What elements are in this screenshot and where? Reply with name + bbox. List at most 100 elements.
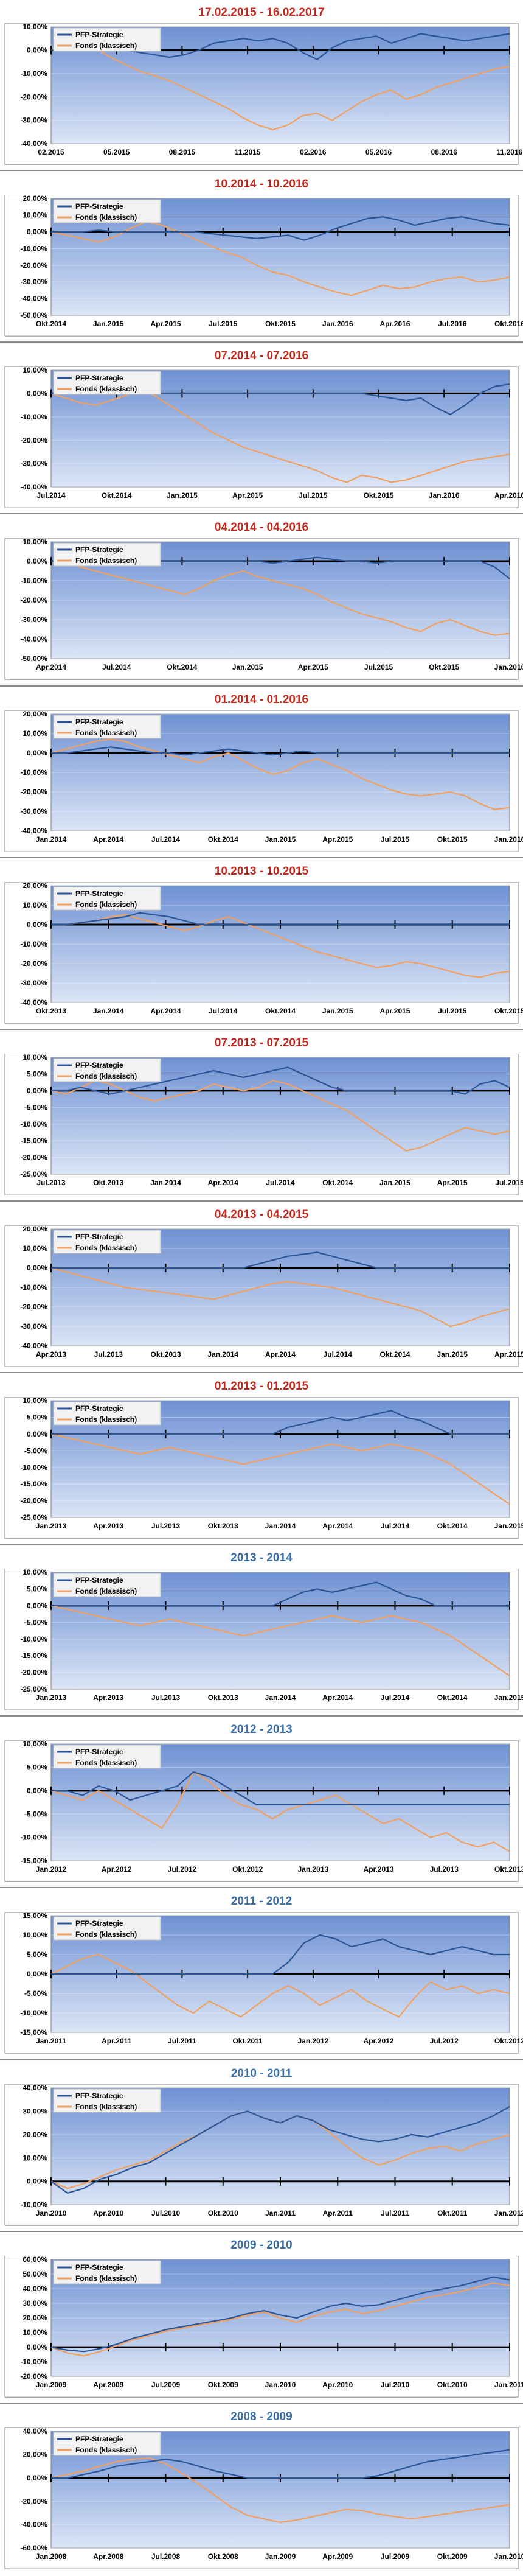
y-tick-label: -20,00% xyxy=(20,596,47,604)
y-tick-label: -10,00% xyxy=(20,1833,47,1842)
y-tick-label: -30,00% xyxy=(20,615,47,624)
x-tick-label: Jul.2015 xyxy=(495,1178,523,1187)
panel-separator xyxy=(0,1887,523,1889)
line-chart: 10,00% 5,00% 0,00% -5,00% -10,00% -15,00% -20,… xyxy=(4,1053,523,1195)
legend-label-fund: Fonds (klassisch) xyxy=(75,385,137,393)
y-tick-label: 0,00% xyxy=(27,2177,47,2185)
legend-box xyxy=(53,1745,161,1769)
x-tick-label: Okt.2009 xyxy=(437,2552,468,2561)
panel-separator xyxy=(0,1028,523,1030)
series-line-fund xyxy=(50,1267,510,1328)
y-tick-label: -20,00% xyxy=(20,959,47,968)
x-tick-label: Apr.2014 xyxy=(265,1350,296,1359)
y-tick-label: 0,00% xyxy=(27,1970,47,1979)
y-tick-label: 10,00% xyxy=(23,538,47,546)
chart-panel: 2008 - 2009 40,00% 20,00% 0,00% -20,00% -40,0… xyxy=(0,2404,523,2576)
panel-separator xyxy=(0,2402,523,2404)
legend-label-fund: Fonds (klassisch) xyxy=(75,41,137,50)
x-tick-label: 05.2015 xyxy=(103,148,130,156)
x-tick-label: Jul.2009 xyxy=(151,2381,181,2389)
series-line-strategy xyxy=(50,2276,510,2353)
y-tick-label: -25,00% xyxy=(20,1685,47,1693)
line-chart: 20,00% 10,00% 0,00% -10,00% -20,00% -30,00% -4… xyxy=(4,195,523,337)
x-tick-label: Jul.2015 xyxy=(381,835,410,844)
y-tick-label: -5,00% xyxy=(24,1103,47,1111)
panel-separator xyxy=(0,1200,523,1202)
x-tick-label: Jan.2014 xyxy=(265,1522,296,1530)
y-tick-label: 0,00% xyxy=(27,390,47,398)
x-tick-label: Jul.2014 xyxy=(209,1007,238,1015)
x-tick-label: Apr.2009 xyxy=(93,2381,123,2389)
x-tick-label: Jul.2013 xyxy=(36,1178,66,1187)
legend-label-fund: Fonds (klassisch) xyxy=(75,729,137,737)
x-tick-label: Jan.2015 xyxy=(167,491,198,500)
line-chart: 20,00% 10,00% 0,00% -10,00% -20,00% -30,00% -4… xyxy=(4,710,523,852)
x-tick-label: Jul.2013 xyxy=(151,1693,181,1702)
legend-label-strategy: PFP-Strategie xyxy=(75,545,123,554)
y-tick-label: 20,00% xyxy=(23,2450,47,2459)
legend-box xyxy=(53,199,161,223)
legend-label-fund: Fonds (klassisch) xyxy=(75,2446,137,2454)
y-tick-label: -25,00% xyxy=(20,1170,47,1178)
x-tick-label: Jan.2014 xyxy=(265,1693,296,1702)
legend: PFP-Strategie Fonds (klassisch) xyxy=(53,2260,161,2284)
x-tick-label: Okt.2015 xyxy=(364,491,394,500)
legend: PFP-Strategie Fonds (klassisch) xyxy=(53,27,161,52)
legend-label-fund: Fonds (klassisch) xyxy=(75,1759,137,1767)
x-tick-label: Apr.2013 xyxy=(93,1693,123,1702)
legend-label-strategy: PFP-Strategie xyxy=(75,374,123,382)
y-tick-label: -40,00% xyxy=(20,139,47,148)
legend-label-strategy: PFP-Strategie xyxy=(75,1576,123,1584)
y-tick-label: 10,00% xyxy=(23,2328,47,2337)
x-tick-label: Okt.2015 xyxy=(429,663,459,672)
x-tick-label: Okt.2010 xyxy=(437,2381,468,2389)
x-tick-label: Apr.2014 xyxy=(208,1178,238,1187)
legend-label-fund: Fonds (klassisch) xyxy=(75,2102,137,2111)
x-tick-label: Jul.2015 xyxy=(438,1007,467,1015)
panel-separator xyxy=(0,2230,523,2232)
legend-label-strategy: PFP-Strategie xyxy=(75,2091,123,2100)
x-tick-label: Okt.2015 xyxy=(265,320,296,328)
y-tick-label: -10,00% xyxy=(20,1283,47,1292)
legend: PFP-Strategie Fonds (klassisch) xyxy=(53,1573,161,1597)
y-tick-label: 20,00% xyxy=(23,2130,47,2138)
y-tick-label: -20,00% xyxy=(20,93,47,101)
x-tick-label: Jan.2010 xyxy=(265,2381,296,2389)
y-tick-label: -30,00% xyxy=(20,278,47,286)
chart-title: 10.2013 - 10.2015 xyxy=(214,864,309,878)
y-tick-label: 5,00% xyxy=(27,1585,47,1594)
series-line-strategy xyxy=(51,1771,510,1806)
x-tick-label: Apr.2014 xyxy=(93,835,123,844)
x-tick-label: Jul.2015 xyxy=(209,320,238,328)
y-tick-label: 30,00% xyxy=(23,2107,47,2115)
chart-panel: 2012 - 2013 10,00% 5,00% 0,00% -5,00% -10,00%… xyxy=(0,1717,523,1889)
y-tick-label: -20,00% xyxy=(20,1153,47,1161)
y-tick-label: 0,00% xyxy=(27,228,47,236)
x-tick-label: Jan.2013 xyxy=(36,1522,67,1530)
y-tick-label: 40,00% xyxy=(23,2427,47,2435)
series-line-strategy xyxy=(51,1251,510,1269)
y-tick-label: 0,00% xyxy=(27,2343,47,2351)
series-line-fund xyxy=(50,1954,510,2018)
y-tick-label: 15,00% xyxy=(23,1912,47,1920)
y-tick-label: -10,00% xyxy=(20,2200,47,2209)
line-chart: 10,00% 0,00% -10,00% -20,00% -30,00% -40,00% -… xyxy=(4,538,523,681)
series-line-fund xyxy=(50,1080,510,1152)
legend: PFP-Strategie Fonds (klassisch) xyxy=(53,1058,161,1082)
legend-label-strategy: PFP-Strategie xyxy=(75,1748,123,1756)
y-tick-label: -40,00% xyxy=(20,295,47,303)
x-tick-label: Okt.2011 xyxy=(232,2037,263,2046)
y-tick-label: 40,00% xyxy=(23,2284,47,2293)
chart-title: 04.2013 - 04.2015 xyxy=(214,1208,309,1221)
x-tick-label: Jan.2015 xyxy=(232,663,263,672)
plot-area xyxy=(50,198,510,316)
x-tick-label: Jul.2014 xyxy=(381,1693,410,1702)
line-chart: 40,00%20,00%0,00%-20,00%-40,00%-60,00%Ja… xyxy=(4,2427,523,2569)
y-tick-label: 0,00% xyxy=(27,1430,47,1438)
panel-separator xyxy=(0,1372,523,1374)
y-tick-label: 20,00% xyxy=(23,2314,47,2322)
x-tick-label: Jan.2016 xyxy=(429,491,460,500)
legend: PFP-Strategie Fonds (klassisch) xyxy=(53,542,161,567)
x-tick-label: Apr.2008 xyxy=(93,2552,123,2561)
legend: PFP-Strategie Fonds (klassisch) xyxy=(53,1916,161,1941)
